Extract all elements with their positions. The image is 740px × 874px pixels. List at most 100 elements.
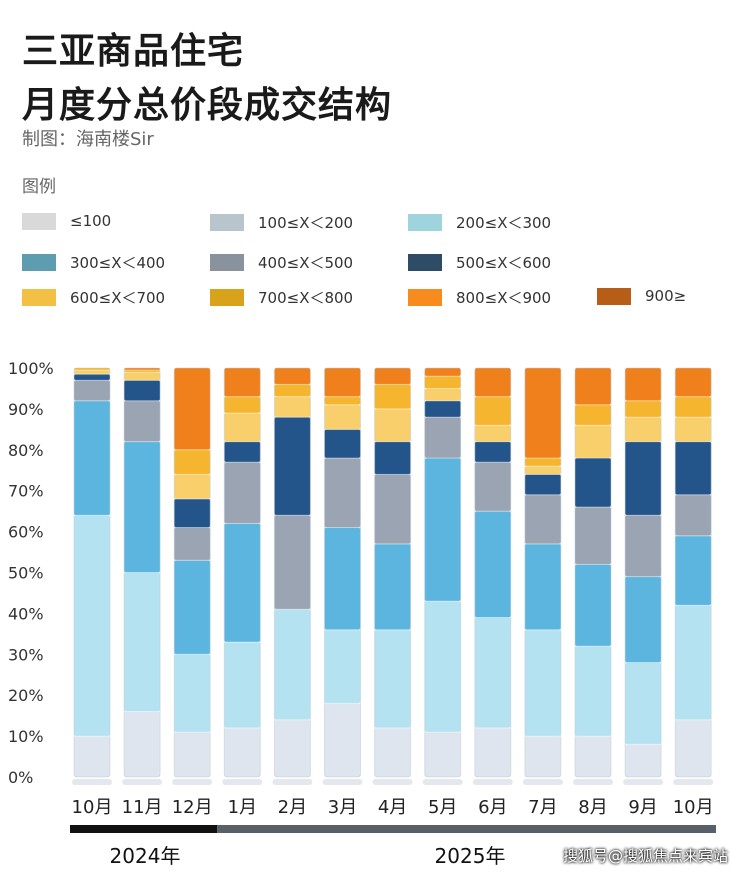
legend-swatch <box>210 254 244 271</box>
y-tick-label: 0% <box>8 768 33 787</box>
legend-item: 900≥ <box>597 287 686 305</box>
bar-segment <box>273 383 311 398</box>
bar-segment <box>474 461 512 512</box>
bar-segment <box>123 371 161 381</box>
bar-segment <box>173 559 211 655</box>
legend-item: 700≤X＜800 <box>210 287 353 308</box>
bar-segment <box>223 441 261 463</box>
bar-segment <box>123 572 161 713</box>
bar-shadow <box>172 779 213 785</box>
bar-segment <box>624 367 662 402</box>
bar-segment <box>73 514 111 737</box>
bar-segment <box>524 735 562 778</box>
bar-segment <box>574 735 612 778</box>
bar-segment <box>474 367 512 398</box>
bar-segment <box>123 379 161 402</box>
y-tick-label: 40% <box>8 604 44 623</box>
bar-outline <box>173 367 211 778</box>
bar-segment <box>424 387 462 402</box>
bar-shadow <box>122 779 163 785</box>
bar-segment <box>574 424 612 459</box>
bar-segment <box>324 367 361 398</box>
bar-segment <box>273 514 311 610</box>
bar-segment <box>173 527 211 561</box>
bar-segment <box>374 727 412 778</box>
bar-segment <box>273 416 311 516</box>
bar-segment <box>73 735 111 778</box>
credit: 制图：海南楼Sir <box>22 129 154 150</box>
bar-segment <box>123 400 161 443</box>
bar-segment <box>474 727 512 778</box>
bar-segment <box>374 367 412 385</box>
bar-segment <box>173 473 211 500</box>
bar-segment <box>324 527 361 631</box>
bar-shadow <box>72 779 112 785</box>
bar-segment <box>73 373 111 381</box>
bar-segment <box>624 576 662 663</box>
bar-segment <box>324 404 361 430</box>
bar-segment <box>624 661 662 745</box>
legend-swatch <box>597 287 631 305</box>
bar-outline <box>223 367 261 778</box>
bar-segment <box>674 396 712 418</box>
bar-segment <box>624 514 662 578</box>
bar-segment <box>574 506 612 565</box>
bar-shadow <box>673 779 714 785</box>
legend-item: 200≤X＜300 <box>408 212 551 233</box>
legend-label: 200≤X＜300 <box>456 214 552 232</box>
y-tick-label: 50% <box>8 564 44 583</box>
bar-segment <box>73 379 111 402</box>
bar-segment <box>374 473 412 545</box>
bar-outline <box>273 367 311 778</box>
legend-title: 图例 <box>22 177 56 197</box>
bar-segment <box>474 396 512 426</box>
x-tick-label: 5月 <box>428 797 457 818</box>
bar-shadow <box>522 779 563 785</box>
legend-item: 400≤X＜500 <box>210 252 353 273</box>
bar-segment <box>474 616 512 729</box>
x-tick-label: 4月 <box>378 797 407 818</box>
y-tick-label: 30% <box>8 645 44 664</box>
x-tick-label: 1月 <box>228 797 257 818</box>
x-tick-label: 11月 <box>122 797 163 818</box>
legend-swatch <box>22 289 56 306</box>
legend-label: 100≤X＜200 <box>258 214 354 232</box>
watermark: 搜狐号@搜狐焦点来宾站 <box>562 847 728 865</box>
x-tick-label: 10月 <box>673 797 714 818</box>
bar-segment <box>324 457 361 529</box>
year-band <box>217 825 716 833</box>
bar-segment <box>273 719 311 778</box>
legend-label: 800≤X＜900 <box>456 289 552 307</box>
x-tick-label: 10月 <box>72 797 113 818</box>
y-tick-label: 100% <box>8 359 54 378</box>
bar-shadow <box>573 779 613 785</box>
bar-segment <box>324 702 361 778</box>
bar-segment <box>223 461 261 524</box>
bar-segment <box>424 600 462 733</box>
title-line-2: 月度分总价段成交结构 <box>22 85 393 126</box>
year-label: 2024年 <box>110 844 181 868</box>
bar-segment <box>324 428 361 459</box>
bar-segment <box>73 369 111 375</box>
legend-label: 900≥ <box>645 287 687 305</box>
bar-segment <box>173 449 211 475</box>
bar-segment <box>424 731 462 778</box>
bar-segment <box>324 629 361 704</box>
legend-item: 600≤X＜700 <box>22 287 165 308</box>
bar-segment <box>674 604 712 721</box>
bar-outline <box>524 367 562 778</box>
bar-segment <box>223 641 261 729</box>
year-label: 2025年 <box>435 844 506 868</box>
bar-segment <box>73 367 111 371</box>
legend-item: 800≤X＜900 <box>408 287 551 308</box>
bar-segment <box>173 367 211 451</box>
bar-segment <box>624 400 662 418</box>
bar-segment <box>374 441 412 475</box>
bar-segment <box>123 441 161 574</box>
bar-segment <box>674 494 712 537</box>
bar-segment <box>574 563 612 647</box>
legend-swatch <box>210 214 244 231</box>
bar-segment <box>624 441 662 516</box>
y-tick-label: 80% <box>8 441 44 460</box>
legend-label: ≤100 <box>70 212 112 230</box>
